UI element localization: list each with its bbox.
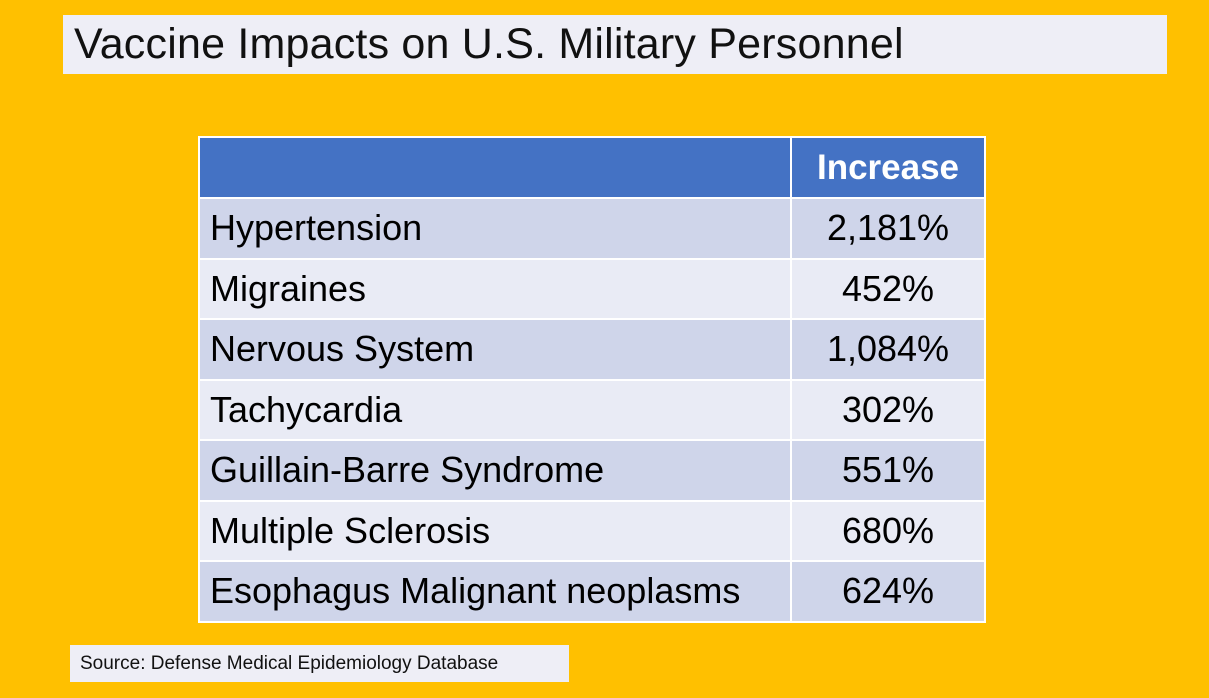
- condition-cell: Multiple Sclerosis: [198, 499, 792, 562]
- source-note: Source: Defense Medical Epidemiology Dat…: [70, 645, 569, 682]
- table-row: Migraines 452%: [198, 257, 986, 320]
- table-row: Multiple Sclerosis 680%: [198, 499, 986, 562]
- header-condition: [198, 136, 792, 199]
- table-row: Tachycardia 302%: [198, 378, 986, 441]
- condition-cell: Esophagus Malignant neoplasms: [198, 560, 792, 623]
- header-increase: Increase: [790, 136, 986, 199]
- table-header-row: Increase: [198, 136, 986, 199]
- table-row: Esophagus Malignant neoplasms 624%: [198, 560, 986, 623]
- increase-cell: 624%: [790, 560, 986, 623]
- source-text: Source: Defense Medical Epidemiology Dat…: [80, 652, 499, 674]
- increase-cell: 302%: [790, 378, 986, 441]
- condition-cell: Hypertension: [198, 197, 792, 260]
- table-row: Hypertension 2,181%: [198, 197, 986, 260]
- table-row: Guillain-Barre Syndrome 551%: [198, 439, 986, 502]
- data-table: Increase Hypertension 2,181% Migraines 4…: [198, 136, 986, 623]
- increase-cell: 1,084%: [790, 318, 986, 381]
- condition-cell: Nervous System: [198, 318, 792, 381]
- table-row: Nervous System 1,084%: [198, 318, 986, 381]
- page-title: Vaccine Impacts on U.S. Military Personn…: [74, 20, 904, 68]
- increase-cell: 680%: [790, 499, 986, 562]
- title-banner: Vaccine Impacts on U.S. Military Personn…: [63, 15, 1167, 74]
- increase-cell: 2,181%: [790, 197, 986, 260]
- condition-cell: Migraines: [198, 257, 792, 320]
- increase-cell: 452%: [790, 257, 986, 320]
- increase-cell: 551%: [790, 439, 986, 502]
- condition-cell: Tachycardia: [198, 378, 792, 441]
- condition-cell: Guillain-Barre Syndrome: [198, 439, 792, 502]
